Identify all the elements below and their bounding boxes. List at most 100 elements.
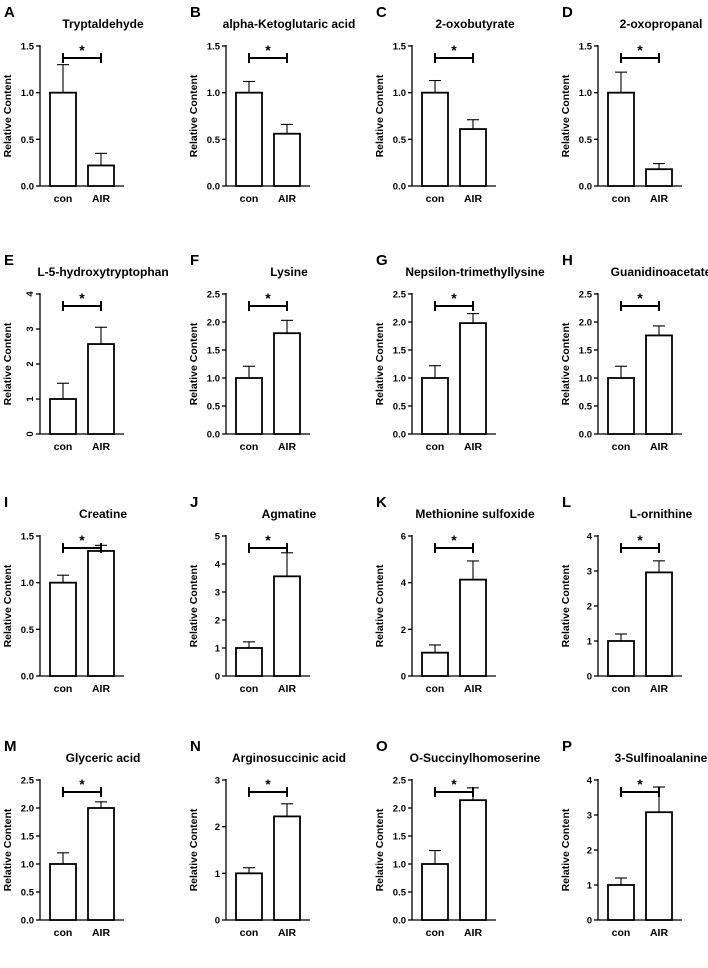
panel-letter: F	[190, 252, 199, 269]
chart-panel-i: I Creatine 0.0 0.5 1.0 1.5 Relative Content con…	[0, 490, 177, 724]
y-axis-title: Relative Content	[188, 808, 200, 891]
y-tick-label: 1.0	[393, 88, 406, 99]
y-tick-label: 2.0	[21, 804, 34, 815]
chart-title: Agmatine	[262, 507, 317, 521]
y-axis-title: Relative Content	[560, 808, 572, 891]
chart-svg: J Agmatine 0 1 2 3 4 5 Relative Content con AIR *	[188, 494, 317, 695]
chart-panel-k: K Methionine sulfoxide 0 2 4 6 Relative Conten…	[372, 490, 549, 724]
bar-con	[607, 884, 635, 921]
y-tick-label: 2.0	[207, 318, 220, 329]
chart-panel-d: D 2-oxopropanal 0.0 0.5 1.0 1.5 Relative Conte…	[558, 0, 708, 234]
chart-panel-o: O O-Succinylhomoserine 0.0 0.5 1.0 1.5 2.0 2.5 R…	[372, 734, 549, 968]
y-tick-label: 1.0	[21, 88, 34, 99]
y-tick-label: 2	[25, 361, 36, 366]
y-axis-title: Relative Content	[560, 74, 572, 157]
chart-panel-n: N Arginosuccinic acid 0 1 2 3 Relative Content…	[186, 734, 363, 968]
panel-letter: H	[562, 252, 573, 269]
y-axis-title: Relative Content	[374, 74, 386, 157]
y-tick-label: 6	[401, 532, 406, 543]
y-axis-title: Relative Content	[2, 322, 14, 405]
bar-air	[645, 334, 673, 435]
y-tick-label: 1	[215, 869, 221, 880]
y-tick-label: 4	[401, 578, 407, 589]
category-label: AIR	[650, 441, 669, 453]
y-tick-label: 2	[215, 822, 220, 833]
y-tick-label: 1.0	[579, 88, 592, 99]
panel-letter: K	[376, 494, 387, 511]
significance-star: *	[451, 42, 457, 58]
y-tick-label: 4	[587, 532, 593, 543]
category-label: con	[54, 193, 73, 205]
y-tick-label: 0.5	[21, 135, 35, 146]
panel-letter: L	[562, 494, 571, 511]
significance-star: *	[79, 42, 85, 58]
y-tick-label: 1.5	[207, 42, 221, 53]
chart-svg: O O-Succinylhomoserine 0.0 0.5 1.0 1.5 2.0 2.5 R…	[374, 738, 541, 939]
bar-air	[87, 550, 115, 677]
chart-panel-e: E L-5-hydroxytryptophan 0 1 2 3 4 Relative Cont…	[0, 248, 177, 482]
y-tick-label: 1.0	[393, 374, 406, 385]
chart-title: L-ornithine	[630, 507, 693, 521]
panel-letter: N	[190, 738, 201, 755]
y-tick-label: 2.0	[579, 318, 592, 329]
significance-star: *	[637, 776, 643, 792]
y-axis-title: Relative Content	[2, 564, 14, 647]
chart-svg: C 2-oxobutyrate 0.0 0.5 1.0 1.5 Relative Conte…	[374, 4, 515, 205]
y-tick-label: 0.5	[21, 888, 35, 899]
y-tick-label: 1.0	[579, 374, 592, 385]
bar-air	[459, 322, 487, 435]
significance-star: *	[451, 532, 457, 548]
chart-title: Lysine	[270, 265, 308, 279]
y-tick-label: 0.0	[207, 182, 220, 193]
y-tick-label: 1.5	[21, 832, 35, 843]
category-label: con	[612, 683, 631, 695]
y-tick-label: 0	[587, 916, 592, 927]
y-tick-label: 1.5	[393, 42, 407, 53]
chart-panel-l: L L-ornithine 0 1 2 3 4 Relative Content con AIR *	[558, 490, 708, 724]
y-tick-label: 0	[25, 431, 36, 436]
y-axis-title: Relative Content	[188, 564, 200, 647]
category-label: AIR	[464, 927, 483, 939]
y-tick-label: 1.0	[207, 88, 220, 99]
y-tick-label: 2	[401, 625, 406, 636]
y-tick-label: 1	[25, 396, 36, 402]
y-tick-label: 4	[215, 560, 221, 571]
chart-panel-a: A Tryptaldehyde 0.0 0.5 1.0 1.5 Relative Conte…	[0, 0, 177, 234]
y-tick-label: 0.0	[393, 916, 406, 927]
category-label: AIR	[92, 441, 111, 453]
category-label: con	[612, 927, 631, 939]
y-tick-label: 0.5	[579, 402, 593, 413]
chart-panel-f: F Lysine 0.0 0.5 1.0 1.5 2.0 2.5 Relative Conten…	[186, 248, 363, 482]
figure: A Tryptaldehyde 0.0 0.5 1.0 1.5 Relative Conte…	[0, 0, 708, 939]
category-label: AIR	[464, 683, 483, 695]
y-tick-label: 4	[25, 291, 36, 297]
y-tick-label: 2	[587, 602, 592, 613]
chart-title: 3-Sulfinoalanine	[615, 751, 708, 765]
category-label: AIR	[278, 683, 297, 695]
significance-star: *	[265, 42, 271, 58]
category-label: con	[240, 927, 259, 939]
significance-star: *	[265, 290, 271, 306]
bar-air	[645, 168, 673, 187]
bar-con	[421, 91, 449, 187]
y-tick-label: 0.0	[21, 916, 34, 927]
significance-star: *	[265, 532, 271, 548]
category-label: con	[54, 441, 73, 453]
category-label: con	[426, 441, 445, 453]
significance-star: *	[79, 532, 85, 548]
chart-panel-m: M Glyceric acid 0.0 0.5 1.0 1.5 2.0 2.5 Relative…	[0, 734, 177, 968]
y-tick-label: 3	[587, 567, 592, 578]
panel-letter: M	[4, 738, 17, 755]
y-tick-label: 5	[215, 532, 221, 543]
bar-con	[607, 377, 635, 435]
bar-con	[49, 91, 77, 187]
category-label: AIR	[464, 441, 483, 453]
category-label: con	[240, 441, 259, 453]
category-label: AIR	[650, 193, 669, 205]
chart-title: 2-oxobutyrate	[435, 17, 515, 31]
category-label: con	[426, 193, 445, 205]
y-tick-label: 1.0	[393, 860, 406, 871]
category-label: con	[612, 193, 631, 205]
y-tick-label: 1.5	[21, 532, 35, 543]
panel-letter: J	[190, 494, 198, 511]
